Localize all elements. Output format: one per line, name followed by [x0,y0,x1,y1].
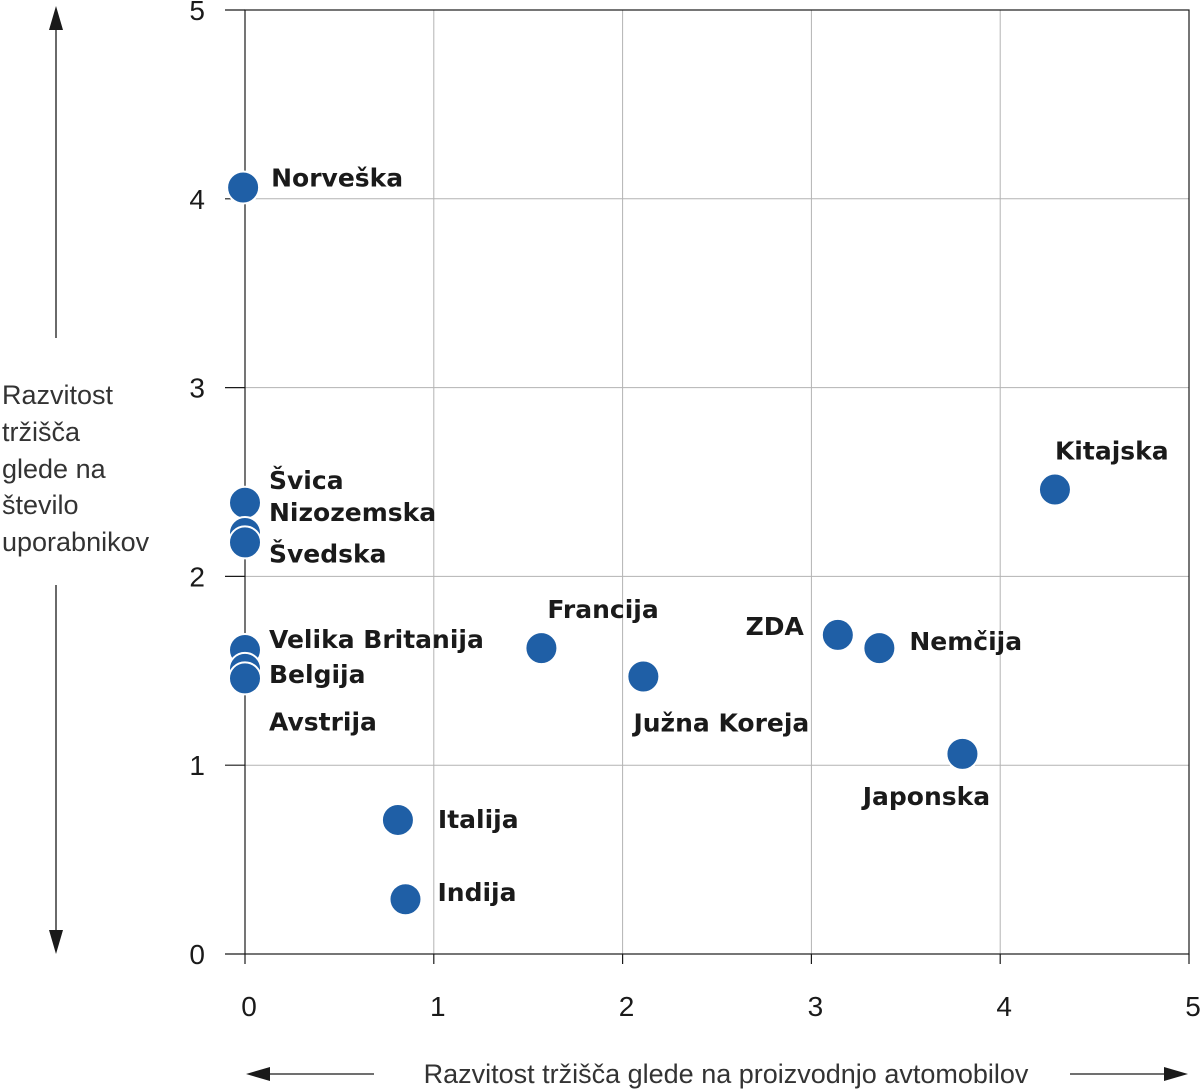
data-point [945,736,980,771]
data-point-label: Japonska [861,782,990,811]
y-axis-title-line: Razvitost [2,380,114,410]
data-point-label: Nizozemska [269,498,436,527]
x-tick-label: 2 [619,991,635,1022]
data-point [862,631,897,666]
y-axis-title-line: uporabnikov [2,527,150,557]
y-axis-arrowhead-up [49,6,63,30]
data-point [380,802,415,837]
data-point-label: Norveška [271,163,403,192]
y-tick-label: 0 [189,939,205,970]
data-point [228,661,262,696]
y-tick-label: 2 [189,561,205,592]
data-point-label: Južna Koreja [631,708,809,737]
y-tick-label: 4 [189,184,205,215]
data-point [228,525,262,560]
data-point-label: Kitajska [1055,437,1169,466]
data-point-label: Avstrija [269,707,377,736]
data-point-label: Indija [437,878,516,907]
data-points [226,170,1072,917]
y-tick-label: 5 [189,0,205,26]
y-tick-label: 3 [189,373,205,404]
point-labels: Norveška Švica Nizozemska Švedska Velika Bri… [269,163,1169,907]
x-axis-arrowhead-left [246,1067,270,1081]
y-axis-arrowhead-down [49,930,63,954]
data-point [228,485,262,520]
plot-frame [244,9,1190,955]
y-axis-title-line: število [2,490,79,520]
data-point-label: Belgija [269,660,365,689]
y-axis-title-line: glede na [2,454,107,484]
data-point [820,617,855,652]
data-point-label: Italija [438,805,519,834]
x-tick-label: 0 [241,991,257,1022]
data-point-label: Nemčija [909,627,1022,656]
y-tick-label: 1 [189,750,205,781]
x-tick-label: 3 [808,991,824,1022]
data-point [1037,472,1072,507]
y-axis-title-line: tržišča [2,417,81,447]
data-point-label: Francija [547,595,658,624]
data-point-label: ZDA [746,612,805,641]
data-point [626,659,661,694]
data-point [226,170,261,205]
x-axis-title: Razvitost tržišča glede na proizvodnjo a… [424,1059,1029,1089]
data-point-label: Švica [269,465,344,495]
y-axis-title: Razvitost tržišča glede na število upora… [2,380,150,557]
x-tick-label: 4 [996,991,1012,1022]
data-point-label: Švedska [269,538,387,568]
x-tick-label: 1 [430,991,446,1022]
x-axis-arrowhead-right [1164,1067,1188,1081]
data-point-label: Velika Britanija [269,625,484,654]
tick-labels: 0 1 2 3 4 5 0 1 2 3 4 5 [189,0,1200,1022]
x-tick-label: 5 [1185,991,1200,1022]
data-point [388,882,423,917]
data-point [524,631,559,666]
